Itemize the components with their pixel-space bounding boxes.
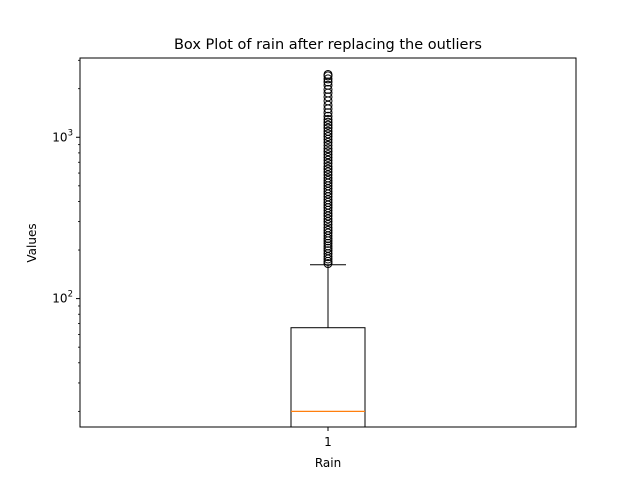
y-tick-label: 102 (52, 290, 73, 306)
outlier-point (323, 74, 333, 84)
outlier-point (323, 243, 333, 253)
outlier-point (323, 80, 333, 90)
x-axis-label: Rain (315, 456, 341, 470)
outlier-point (323, 129, 333, 139)
y-tick-label: 103 (52, 128, 73, 144)
outlier-point (323, 228, 333, 238)
chart-marks: 1 103 102 (52, 59, 366, 449)
outlier-point (323, 158, 333, 168)
outlier-point (323, 144, 333, 154)
box-iqr (290, 327, 366, 428)
x-tick-label: 1 (324, 435, 332, 449)
outlier-point (323, 69, 333, 79)
outlier-point (323, 155, 333, 165)
outlier-point (323, 225, 333, 235)
outlier-point (323, 164, 333, 174)
outlier-point (323, 92, 333, 102)
outlier-point (323, 259, 333, 269)
outlier-point (323, 137, 333, 147)
outlier-point (323, 246, 333, 256)
outlier-point (323, 152, 333, 162)
outlier-point (323, 120, 333, 130)
outlier-point (323, 123, 333, 133)
outlier-point (323, 167, 333, 177)
outlier-point (323, 140, 333, 150)
outlier-point (323, 150, 333, 160)
chart-title: Box Plot of rain after replacing the out… (174, 37, 482, 53)
outlier-point (323, 161, 333, 171)
outlier-point (323, 147, 333, 157)
outlier-point (323, 111, 333, 121)
outlier-point (323, 175, 333, 185)
y-axis-label: Values (25, 223, 39, 262)
outlier-point (323, 84, 333, 94)
outlier-point (323, 108, 333, 118)
outlier-point (323, 114, 333, 124)
outlier-point (323, 223, 333, 233)
outlier-point (323, 117, 333, 127)
outlier-point (323, 173, 333, 183)
outlier-point (323, 126, 333, 136)
